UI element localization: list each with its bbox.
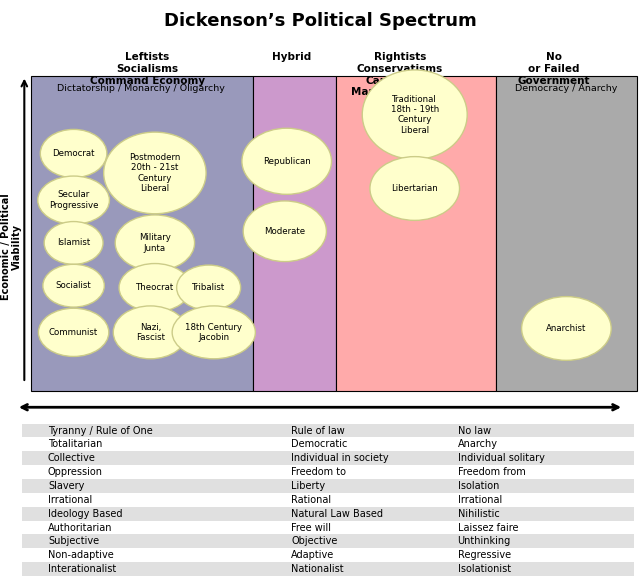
- Text: Anarchist: Anarchist: [546, 324, 587, 333]
- Text: Dictatorship / Monarchy / Oligarchy: Dictatorship / Monarchy / Oligarchy: [57, 84, 225, 93]
- Text: Postmodern
20th - 21st
Century
Liberal: Postmodern 20th - 21st Century Liberal: [129, 153, 180, 193]
- Bar: [496, 76, 637, 391]
- Text: Dickenson’s Political Spectrum: Dickenson’s Political Spectrum: [164, 12, 476, 29]
- Ellipse shape: [38, 176, 109, 224]
- Text: Hybrid: Hybrid: [271, 52, 311, 62]
- Text: Unthinking: Unthinking: [458, 536, 511, 547]
- Text: Nationalist: Nationalist: [291, 564, 344, 574]
- Bar: [22, 507, 634, 521]
- Text: Democracy / Anarchy: Democracy / Anarchy: [515, 84, 618, 93]
- Text: Military
Junta: Military Junta: [139, 233, 171, 253]
- Text: Isolationist: Isolationist: [458, 564, 511, 574]
- Text: Democratic: Democratic: [291, 439, 348, 449]
- Ellipse shape: [115, 215, 195, 271]
- Text: Laissez faire: Laissez faire: [458, 522, 518, 532]
- Text: Islamist: Islamist: [57, 238, 90, 248]
- Text: Ideology Based: Ideology Based: [48, 509, 122, 518]
- Ellipse shape: [522, 297, 611, 361]
- Text: Economic / Political
Viability: Economic / Political Viability: [1, 194, 22, 300]
- Text: Theocrat: Theocrat: [136, 283, 174, 292]
- Text: Natural Law Based: Natural Law Based: [291, 509, 383, 518]
- Text: Anarchy: Anarchy: [458, 439, 498, 449]
- Text: Authoritarian: Authoritarian: [48, 522, 113, 532]
- Text: Nihilistic: Nihilistic: [458, 509, 499, 518]
- Bar: [22, 479, 634, 493]
- Text: Nazi,
Fascist: Nazi, Fascist: [136, 323, 165, 342]
- Ellipse shape: [243, 201, 326, 262]
- Text: Interationalist: Interationalist: [48, 564, 116, 574]
- Text: Freedom from: Freedom from: [458, 467, 525, 477]
- Ellipse shape: [104, 132, 206, 214]
- Text: Rule of law: Rule of law: [291, 426, 345, 435]
- Ellipse shape: [370, 157, 460, 221]
- Bar: [22, 452, 634, 465]
- Bar: [31, 76, 253, 391]
- Text: Rightists
Conservatisms
Capitalisms
Market Economy: Rightists Conservatisms Capitalisms Mark…: [351, 52, 449, 97]
- Ellipse shape: [172, 306, 255, 359]
- Bar: [336, 76, 496, 391]
- Text: Tyranny / Rule of One: Tyranny / Rule of One: [48, 426, 153, 435]
- Text: Adaptive: Adaptive: [291, 550, 335, 560]
- Text: Moderate: Moderate: [264, 227, 305, 236]
- Text: Objective: Objective: [291, 536, 337, 547]
- Text: Freedom to: Freedom to: [291, 467, 346, 477]
- Bar: [253, 76, 336, 391]
- Text: Collective: Collective: [48, 453, 96, 463]
- Text: Rational: Rational: [291, 495, 332, 505]
- Text: Individual solitary: Individual solitary: [458, 453, 545, 463]
- Text: Individual in society: Individual in society: [291, 453, 389, 463]
- Ellipse shape: [44, 222, 103, 264]
- Text: Totalitarian: Totalitarian: [48, 439, 102, 449]
- Bar: [22, 423, 634, 437]
- Text: Tribalist: Tribalist: [192, 283, 225, 292]
- Bar: [22, 562, 634, 576]
- Text: Isolation: Isolation: [458, 481, 499, 491]
- Text: Irrational: Irrational: [458, 495, 502, 505]
- Text: Subjective: Subjective: [48, 536, 99, 547]
- Text: Liberty: Liberty: [291, 481, 325, 491]
- Ellipse shape: [113, 306, 188, 359]
- Text: Irrational: Irrational: [48, 495, 92, 505]
- Text: No law: No law: [458, 426, 491, 435]
- Text: Regressive: Regressive: [458, 550, 511, 560]
- Text: Free will: Free will: [291, 522, 332, 532]
- Text: Communist: Communist: [49, 328, 98, 337]
- Ellipse shape: [242, 128, 332, 194]
- Text: Leftists
Socialisms
Command Economy: Leftists Socialisms Command Economy: [90, 52, 205, 86]
- Text: Traditional
18th - 19th
Century
Liberal: Traditional 18th - 19th Century Liberal: [390, 94, 439, 135]
- Text: Democrat: Democrat: [52, 149, 95, 158]
- Text: 18th Century
Jacobin: 18th Century Jacobin: [185, 323, 243, 342]
- Ellipse shape: [119, 264, 191, 312]
- Ellipse shape: [38, 308, 109, 357]
- Text: No
or Failed
Government: No or Failed Government: [517, 52, 590, 86]
- Text: Republican: Republican: [263, 157, 310, 166]
- Text: Slavery: Slavery: [48, 481, 84, 491]
- Ellipse shape: [40, 130, 107, 177]
- Ellipse shape: [177, 265, 241, 310]
- Text: Socialist: Socialist: [56, 281, 92, 290]
- Bar: [22, 535, 634, 548]
- Text: Republic: Republic: [396, 84, 436, 93]
- Text: Oppression: Oppression: [48, 467, 103, 477]
- Text: Libertarian: Libertarian: [391, 184, 438, 193]
- Text: Non-adaptive: Non-adaptive: [48, 550, 114, 560]
- Text: Secular
Progressive: Secular Progressive: [49, 191, 99, 210]
- Ellipse shape: [362, 70, 467, 160]
- Ellipse shape: [43, 264, 104, 307]
